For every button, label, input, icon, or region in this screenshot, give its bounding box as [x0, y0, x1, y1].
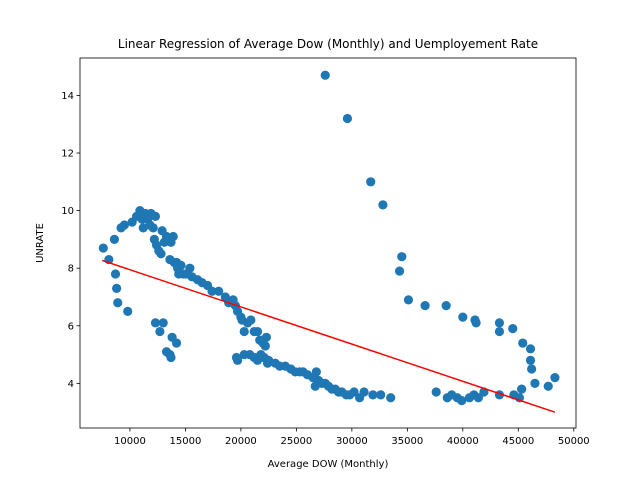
data-point	[158, 318, 168, 328]
x-tick-label: 40000	[447, 436, 479, 447]
data-point	[543, 381, 553, 391]
data-point	[386, 393, 396, 403]
data-point	[420, 301, 430, 311]
data-point	[508, 324, 518, 334]
data-point	[252, 326, 263, 337]
data-point	[397, 252, 407, 262]
data-point	[168, 231, 178, 242]
data-point	[342, 113, 353, 124]
data-point	[366, 177, 376, 187]
data-point	[148, 223, 158, 233]
data-point	[123, 306, 133, 316]
data-point	[394, 266, 405, 276]
x-tick-label: 15000	[170, 436, 202, 447]
data-point	[494, 318, 505, 328]
data-point	[207, 286, 217, 296]
y-tick-label: 12	[61, 149, 74, 160]
y-tick-label: 6	[68, 321, 74, 332]
data-point	[185, 263, 195, 273]
data-point	[525, 355, 536, 365]
data-point	[171, 338, 182, 348]
data-point	[110, 269, 121, 279]
data-point	[176, 260, 186, 270]
data-point	[457, 396, 467, 406]
chart-title: Linear Regression of Average Dow (Monthl…	[118, 37, 538, 51]
regression-line	[101, 259, 556, 413]
data-point	[530, 378, 540, 388]
data-point	[261, 332, 272, 342]
y-axis-label: UNRATE	[35, 223, 46, 263]
data-point	[517, 384, 527, 394]
data-point	[518, 338, 528, 348]
x-tick-label: 35000	[391, 436, 423, 447]
x-tick-label: 20000	[225, 436, 257, 447]
data-point	[471, 318, 481, 328]
data-point	[113, 298, 123, 308]
data-point	[525, 344, 536, 354]
x-tick-label: 50000	[558, 436, 590, 447]
y-axis-ticks: 4 6 8 10 12 14	[61, 91, 80, 390]
data-point	[311, 367, 321, 377]
data-point	[150, 318, 161, 328]
data-point	[403, 295, 414, 305]
y-tick-label: 4	[68, 379, 74, 390]
data-point	[527, 364, 537, 374]
data-point	[473, 393, 483, 403]
x-tick-label: 30000	[336, 436, 368, 447]
axes-frame	[79, 57, 577, 429]
data-point	[494, 326, 505, 337]
data-point	[239, 326, 249, 337]
data-point	[550, 373, 560, 383]
data-point	[368, 390, 378, 400]
data-point	[441, 301, 451, 311]
x-axis-ticks: 10000 15000 20000 25000 30000 35000 40000 45000…	[114, 428, 590, 447]
x-tick-label: 45000	[502, 436, 534, 447]
data-point	[214, 286, 224, 296]
data-point	[150, 211, 161, 221]
data-point	[246, 315, 256, 325]
x-axis-label: Average DOW (Monthly)	[268, 459, 389, 470]
data-point	[166, 352, 176, 363]
y-tick-label: 10	[61, 206, 74, 217]
data-point	[359, 387, 369, 397]
regression-layer	[101, 259, 556, 413]
data-point	[349, 387, 359, 397]
data-point	[109, 234, 119, 244]
data-point	[155, 326, 165, 337]
data-point	[112, 283, 122, 293]
data-point	[98, 243, 108, 253]
data-point	[320, 70, 330, 80]
data-point	[458, 312, 468, 322]
data-point	[260, 341, 270, 351]
data-point	[378, 200, 388, 210]
data-point	[119, 220, 129, 230]
data-point	[156, 249, 166, 259]
x-tick-label: 25000	[280, 436, 312, 447]
data-point	[376, 390, 386, 400]
y-tick-label: 8	[68, 264, 74, 275]
x-tick-label: 10000	[114, 436, 146, 447]
y-tick-label: 14	[61, 91, 74, 102]
data-point	[431, 387, 441, 397]
data-point	[232, 355, 243, 365]
